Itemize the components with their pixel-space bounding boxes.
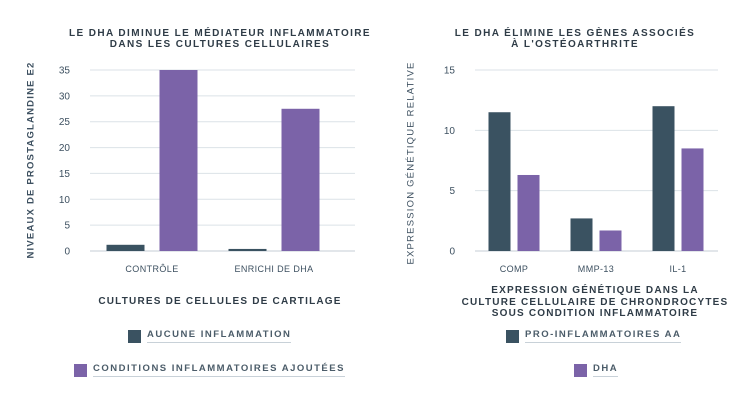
right-x-title-line-1: EXPRESSION GÉNÉTIQUE DANS LA [491, 285, 699, 296]
legend-item-aucune-inflammation: AUCUNE INFLAMMATION [128, 329, 292, 343]
left-y-tick-label: 30 [59, 91, 71, 102]
legend-swatch-dha [574, 363, 587, 377]
legend-item-conditions-inflammatoires: CONDITIONS INFLAMMATOIRES AJOUTÉES [74, 363, 345, 377]
right-x-title-line-3: SOUS CONDITION INFLAMMATOIRE [491, 308, 699, 319]
left-title-line-1: LE DHA DIMINUE LE MÉDIATEUR INFLAMMATOIR… [68, 28, 372, 39]
right-chart-title: LE DHA ÉLIMINE LES GÈNES ASSOCIÉS À L'OS… [420, 28, 730, 50]
legend-label-conditions-inflammatoires: CONDITIONS INFLAMMATOIRES AJOUTÉES [93, 363, 345, 377]
right-category-label: MMP-13 [578, 264, 614, 274]
left-x-axis-title: CULTURES DE CELLULES DE CARTILAGE [70, 296, 370, 308]
legend-label-dha: DHA [593, 363, 619, 377]
left-bar-contr-le-series-2 [159, 70, 198, 251]
left-y-tick-label: 5 [64, 221, 70, 232]
left-title-line-2: DANS LES CULTURES CELLULAIRES [109, 39, 331, 50]
left-y-tick-label: 35 [59, 66, 71, 77]
right-category-label: IL-1 [669, 264, 686, 274]
right-bar-mmp-13-series-1 [570, 218, 593, 251]
legend-label-pro-inflammatoires-aa: PRO-INFLAMMATOIRES AA [525, 329, 682, 343]
legend-swatch-conditions-inflammatoires [74, 363, 87, 377]
left-bar-contr-le-series-1 [106, 244, 145, 251]
legend-label-aucune-inflammation: AUCUNE INFLAMMATION [147, 329, 292, 343]
right-x-axis-title: EXPRESSION GÉNÉTIQUE DANS LA CULTURE CEL… [440, 285, 750, 320]
left-bar-enrichi-de-dha-series-1 [228, 248, 267, 251]
legend-item-dha: DHA [574, 363, 619, 377]
legend-item-pro-inflammatoires-aa: PRO-INFLAMMATOIRES AA [506, 329, 682, 343]
left-chart-title: LE DHA DIMINUE LE MÉDIATEUR INFLAMMATOIR… [40, 28, 400, 50]
left-bar-enrichi-de-dha-series-2 [281, 108, 320, 252]
left-y-tick-label: 15 [59, 169, 71, 180]
right-title-line-2: À L'OSTÉOARTHRITE [511, 39, 639, 50]
right-x-title-line-2: CULTURE CELLULAIRE DE CHRONDROCYTES [461, 296, 729, 308]
legend-swatch-aucune-inflammation [128, 329, 141, 343]
left-y-tick-label: 0 [64, 247, 70, 258]
right-category-label: COMP [500, 264, 529, 274]
left-x-title-line-1: CULTURES DE CELLULES DE CARTILAGE [98, 296, 342, 307]
right-y-tick-label: 5 [449, 186, 455, 197]
right-bar-comp-series-1 [488, 112, 511, 251]
left-category-label: ENRICHI DE DHA [234, 264, 313, 274]
right-y-tick-label: 15 [444, 66, 456, 77]
right-title-line-1: LE DHA ÉLIMINE LES GÈNES ASSOCIÉS [454, 28, 696, 39]
right-bar-il-1-series-2 [681, 148, 704, 251]
right-bar-mmp-13-series-2 [599, 230, 622, 251]
left-y-tick-label: 20 [59, 143, 71, 154]
right-bar-il-1-series-1 [652, 106, 675, 251]
legend-swatch-pro-inflammatoires-aa [506, 329, 519, 343]
right-y-tick-label: 0 [449, 247, 455, 258]
right-y-tick-label: 10 [444, 126, 456, 137]
left-y-tick-label: 10 [59, 195, 71, 206]
right-bar-comp-series-2 [517, 174, 540, 251]
left-category-label: CONTRÔLE [125, 264, 178, 274]
left-y-tick-label: 25 [59, 117, 71, 128]
